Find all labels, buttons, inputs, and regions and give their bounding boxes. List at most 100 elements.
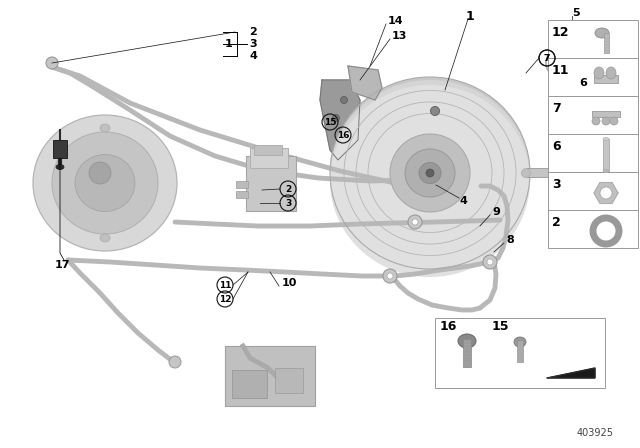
Bar	[526, 168, 564, 177]
Ellipse shape	[169, 356, 181, 368]
Ellipse shape	[387, 273, 393, 279]
Bar	[463, 339, 471, 367]
Bar	[250, 148, 288, 168]
Bar	[548, 58, 638, 96]
Ellipse shape	[592, 117, 600, 125]
Ellipse shape	[52, 132, 158, 234]
Text: 16: 16	[440, 319, 458, 332]
Ellipse shape	[600, 187, 612, 199]
Text: 16: 16	[337, 130, 349, 139]
Text: 17: 17	[55, 260, 70, 270]
Text: 2: 2	[285, 185, 291, 194]
Ellipse shape	[573, 43, 580, 48]
Text: 8: 8	[506, 235, 514, 245]
Text: 4: 4	[460, 196, 468, 206]
Text: 3: 3	[249, 39, 257, 49]
Bar	[548, 210, 638, 248]
Bar	[548, 96, 638, 134]
Ellipse shape	[330, 80, 530, 272]
Ellipse shape	[33, 115, 177, 251]
Ellipse shape	[606, 67, 616, 79]
Bar	[53, 140, 67, 158]
Ellipse shape	[383, 269, 397, 283]
Text: 7: 7	[552, 102, 561, 115]
Text: 7: 7	[544, 53, 550, 63]
Ellipse shape	[610, 117, 618, 125]
Ellipse shape	[594, 67, 604, 79]
Ellipse shape	[573, 74, 580, 78]
Ellipse shape	[405, 149, 455, 197]
Ellipse shape	[426, 169, 434, 177]
Ellipse shape	[330, 85, 530, 277]
Text: 15: 15	[492, 319, 509, 332]
Text: 10: 10	[282, 278, 298, 288]
Text: 6: 6	[579, 78, 587, 88]
Bar	[225, 346, 315, 406]
Text: 2: 2	[552, 215, 561, 228]
Bar	[548, 172, 638, 210]
Bar	[604, 33, 609, 53]
Text: 13: 13	[392, 31, 408, 41]
Text: 1: 1	[466, 9, 475, 22]
Text: 12: 12	[219, 294, 231, 303]
Bar	[603, 139, 609, 171]
Text: 3: 3	[552, 177, 561, 190]
Text: 15: 15	[324, 117, 336, 126]
Ellipse shape	[483, 255, 497, 269]
Ellipse shape	[458, 334, 476, 348]
Ellipse shape	[553, 50, 591, 76]
Ellipse shape	[75, 155, 135, 211]
Polygon shape	[594, 183, 618, 203]
Text: 3: 3	[285, 198, 291, 207]
Ellipse shape	[573, 94, 580, 98]
Text: 11: 11	[219, 280, 231, 289]
Bar	[517, 340, 523, 362]
Ellipse shape	[602, 117, 610, 125]
Ellipse shape	[390, 134, 470, 212]
Bar	[236, 181, 248, 188]
Ellipse shape	[431, 107, 440, 116]
Polygon shape	[547, 368, 595, 378]
Ellipse shape	[550, 52, 557, 57]
Text: 403925: 403925	[577, 428, 614, 438]
Bar	[548, 20, 638, 58]
Text: 12: 12	[552, 26, 570, 39]
Bar	[594, 75, 618, 83]
Text: 4: 4	[249, 51, 257, 61]
Ellipse shape	[89, 162, 111, 184]
Text: 7: 7	[544, 53, 550, 63]
Text: 5: 5	[572, 8, 580, 18]
Ellipse shape	[419, 163, 441, 184]
Text: 1: 1	[225, 39, 237, 49]
Polygon shape	[348, 66, 382, 100]
Ellipse shape	[340, 96, 348, 103]
Bar	[232, 370, 267, 398]
Ellipse shape	[46, 57, 58, 69]
Ellipse shape	[408, 215, 422, 229]
Text: 14: 14	[388, 16, 404, 26]
Ellipse shape	[333, 115, 339, 121]
Bar	[548, 134, 638, 172]
Bar	[246, 156, 296, 211]
Bar	[435, 318, 605, 388]
Ellipse shape	[586, 69, 593, 73]
Ellipse shape	[56, 164, 64, 169]
Text: 2: 2	[249, 27, 257, 37]
Bar	[254, 145, 282, 155]
Text: 6: 6	[552, 139, 561, 152]
Ellipse shape	[559, 168, 568, 177]
Ellipse shape	[522, 168, 531, 177]
Ellipse shape	[487, 259, 493, 265]
Text: 11: 11	[552, 64, 570, 77]
Bar	[592, 111, 620, 117]
Ellipse shape	[514, 337, 526, 347]
Text: 9: 9	[492, 207, 500, 217]
Bar	[236, 191, 248, 198]
Bar	[275, 368, 303, 393]
Ellipse shape	[603, 169, 609, 172]
Ellipse shape	[603, 138, 609, 141]
Ellipse shape	[100, 124, 110, 132]
Ellipse shape	[330, 77, 530, 269]
Bar	[574, 76, 581, 96]
Ellipse shape	[412, 219, 418, 225]
